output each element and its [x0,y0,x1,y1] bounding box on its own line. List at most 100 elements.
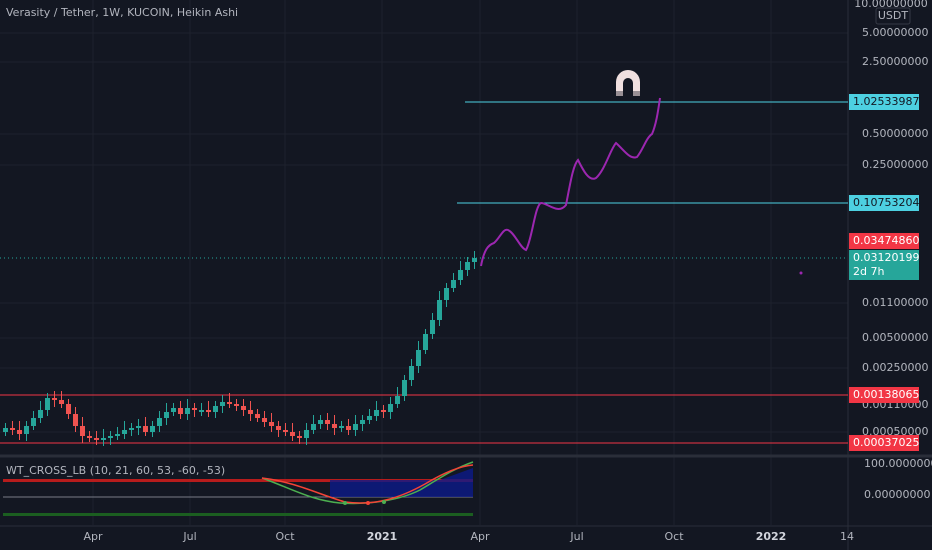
candle-body [199,410,204,412]
price-label: 0.00250000 [862,361,928,374]
level-label: 0.03474860 [853,234,919,247]
candle-body [94,438,99,440]
candle-body [80,426,85,436]
magnet-icon [616,70,640,96]
price-label: 5.00000000 [862,26,928,39]
candle-body [472,258,477,262]
time-label: 2022 [756,530,787,543]
candle-body [423,334,428,350]
candle-body [416,350,421,366]
candle-body [10,428,15,430]
candle-body [227,402,232,404]
candle-body [248,410,253,414]
candle-body [402,380,407,396]
candle-body [304,430,309,438]
candle-body [3,428,8,432]
candle-body [234,404,239,406]
candle-body [206,410,211,412]
candle-body [465,262,470,270]
candle-body [451,280,456,288]
candle-body [332,424,337,428]
candle-body [360,420,365,424]
marker-dot [799,271,803,275]
price-label: 2.50000000 [862,55,928,68]
price-label: 10.00000000 [854,0,927,10]
time-label: Oct [664,530,684,543]
time-label: Apr [83,530,103,543]
candle-body [283,430,288,432]
price-label: 0.50000000 [862,127,928,140]
candle-body [45,398,50,410]
candle-body [255,414,260,418]
candle-body [171,408,176,412]
candle-body [136,426,141,428]
currency: USDT [878,9,909,22]
currency-box [875,7,911,25]
time-label: Jul [182,530,196,543]
candle-body [241,406,246,410]
candle-body [185,408,190,414]
level-label: 0.10753204 [853,196,919,209]
candles [3,251,477,446]
level-label: 0.00138065 [853,388,919,401]
candle-body [143,426,148,432]
candle-body [381,410,386,412]
projection-path [480,97,661,267]
candle-body [346,426,351,430]
candle-body [367,416,372,420]
candle-body [444,288,449,300]
candle-body [276,426,281,430]
candle-body [73,414,78,426]
candle-body [87,436,92,438]
candle-body [52,398,57,400]
candle-body [395,396,400,404]
last-price: 0.03120199 [853,251,919,264]
time-label: 14 [840,530,854,543]
price-label: 0.01100000 [862,296,928,309]
level-tags: 1.02533987 0.10753204 0.03474860 0.03120… [849,94,919,451]
candle-body [297,436,302,438]
candle-body [220,402,225,406]
candle-body [66,404,71,414]
indicator-name: WT_CROSS_LB (10, 21, 60, 53, -60, -53) [6,464,225,477]
countdown: 2d 7h [853,265,884,278]
level-label: 0.00037025 [853,436,919,449]
candle-body [178,408,183,414]
candle-body [122,430,127,434]
candle-body [409,366,414,380]
indicator: WT_CROSS_LB (10, 21, 60, 53, -60, -53) [3,461,474,516]
chart-title: Verasity / Tether, 1W, KUCOIN, Heikin As… [6,6,238,19]
candle-body [262,418,267,422]
candle-body [339,426,344,428]
candle-body [150,426,155,432]
candle-body [388,404,393,412]
candle-body [59,400,64,404]
candle-body [430,320,435,334]
candle-body [290,432,295,436]
candle-body [192,408,197,410]
candle-body [374,410,379,416]
candle-body [24,426,29,434]
price-label: 0.25000000 [862,158,928,171]
candle-body [269,422,274,426]
candle-body [157,418,162,426]
candle-body [38,410,43,418]
candle-body [458,270,463,280]
candle-body [353,424,358,430]
candle-body [325,420,330,424]
candle-body [17,430,22,434]
time-label: Jul [569,530,583,543]
level-label: 1.02533987 [853,95,919,108]
candle-body [318,420,323,424]
price-label: 0.00050000 [862,425,928,438]
candle-body [213,406,218,412]
indicator-axis-label: 0.00000000 [864,488,930,501]
candle-body [311,424,316,430]
price-label: 0.00500000 [862,331,928,344]
time-label: Oct [275,530,295,543]
candle-body [108,436,113,438]
candle-body [31,418,36,426]
time-label: 2021 [367,530,398,543]
